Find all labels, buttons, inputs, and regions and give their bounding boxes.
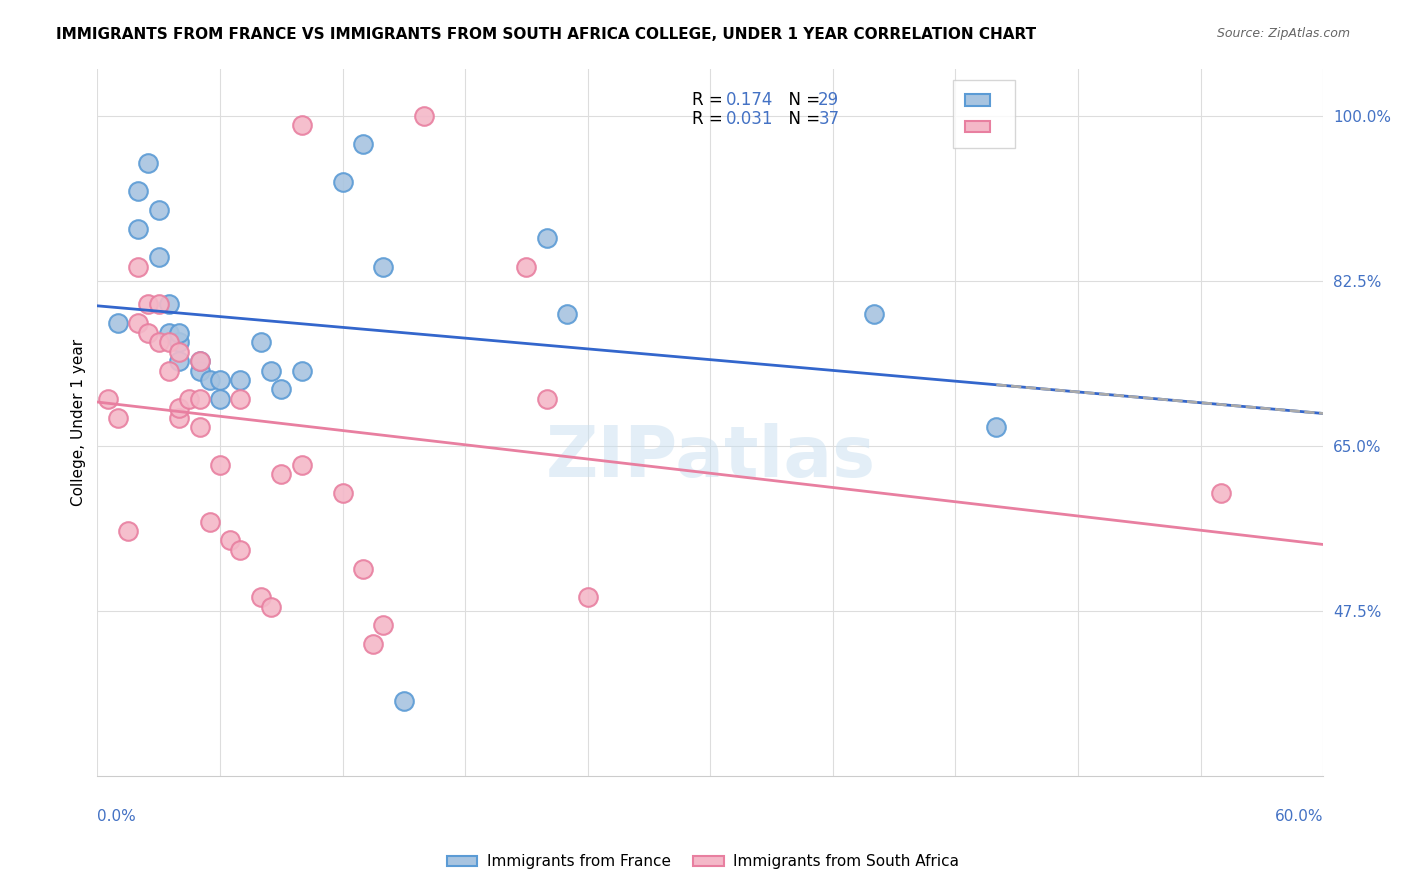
Point (361, 637, 384, 651)
Point (198, 515, 221, 529)
Point (229, 392, 252, 406)
Point (260, 599, 283, 614)
Point (148, 297, 170, 311)
Point (167, 344, 190, 359)
Point (138, 156, 160, 170)
Point (167, 335, 190, 350)
Point (157, 297, 180, 311)
Point (332, 175, 354, 189)
Point (260, 363, 283, 377)
Point (270, 467, 292, 482)
Point (576, 590, 599, 604)
Point (208, 392, 231, 406)
Point (148, 335, 170, 350)
Text: N =: N = (778, 111, 825, 128)
Legend: , : , (953, 80, 1015, 148)
Point (138, 326, 160, 340)
Point (219, 533, 242, 548)
Point (138, 297, 160, 311)
Point (373, 618, 395, 632)
Point (515, 260, 537, 274)
Text: 29: 29 (818, 91, 839, 110)
Point (117, 524, 139, 538)
Point (127, 222, 149, 236)
Point (986, 420, 1008, 434)
Point (127, 184, 149, 198)
Point (373, 260, 395, 274)
Point (862, 307, 884, 321)
Point (249, 590, 271, 604)
Point (291, 363, 314, 377)
Point (198, 373, 221, 387)
Point (291, 458, 314, 472)
Point (97, 392, 120, 406)
Legend: Immigrants from France, Immigrants from South Africa: Immigrants from France, Immigrants from … (440, 848, 966, 875)
Text: 0.031: 0.031 (727, 111, 773, 128)
Point (536, 392, 558, 406)
Y-axis label: College, Under 1 year: College, Under 1 year (72, 339, 86, 506)
Text: IMMIGRANTS FROM FRANCE VS IMMIGRANTS FROM SOUTH AFRICA COLLEGE, UNDER 1 YEAR COR: IMMIGRANTS FROM FRANCE VS IMMIGRANTS FRO… (56, 27, 1036, 42)
Point (229, 542, 252, 557)
Point (249, 335, 271, 350)
Text: 0.174: 0.174 (727, 91, 773, 110)
Point (291, 118, 314, 132)
Point (1211, 486, 1233, 500)
Point (157, 335, 180, 350)
Point (229, 373, 252, 387)
Point (107, 317, 129, 331)
Point (167, 401, 190, 416)
Text: R =: R = (692, 91, 728, 110)
Point (148, 203, 170, 218)
Text: 60.0%: 60.0% (1275, 809, 1323, 824)
Point (167, 326, 190, 340)
Point (188, 392, 211, 406)
Point (127, 317, 149, 331)
Point (270, 383, 292, 397)
Point (208, 373, 231, 387)
Point (127, 260, 149, 274)
Point (157, 363, 180, 377)
Point (188, 363, 211, 377)
Text: Source: ZipAtlas.com: Source: ZipAtlas.com (1216, 27, 1350, 40)
Point (188, 354, 211, 368)
Point (392, 694, 415, 708)
Text: 37: 37 (818, 111, 839, 128)
Point (148, 250, 170, 264)
Point (208, 458, 231, 472)
Point (167, 354, 190, 368)
Point (555, 307, 578, 321)
Text: ZIPatlas: ZIPatlas (546, 424, 876, 492)
Point (167, 410, 190, 425)
Text: R =: R = (692, 111, 728, 128)
Point (188, 420, 211, 434)
Point (107, 410, 129, 425)
Point (413, 109, 436, 123)
Point (332, 486, 354, 500)
Text: N =: N = (778, 91, 825, 110)
Point (352, 136, 374, 151)
Point (157, 326, 180, 340)
Point (536, 231, 558, 245)
Point (352, 562, 374, 576)
Point (179, 392, 201, 406)
Text: 0.0%: 0.0% (97, 809, 136, 824)
Point (188, 354, 211, 368)
